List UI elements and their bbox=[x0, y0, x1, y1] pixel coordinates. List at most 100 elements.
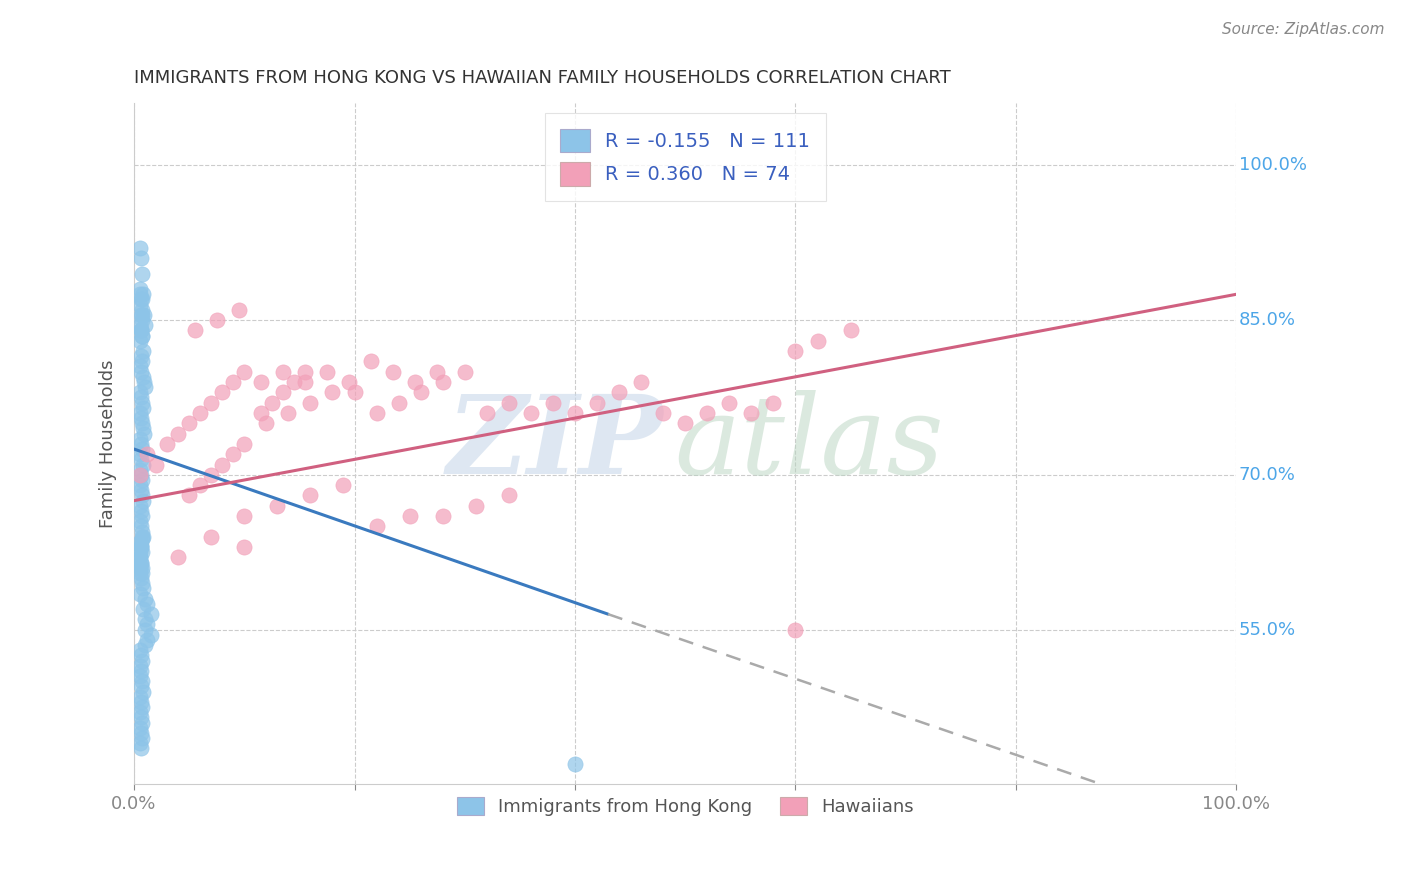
Point bbox=[498, 488, 520, 502]
Point bbox=[129, 452, 152, 467]
Point bbox=[132, 421, 155, 435]
Point bbox=[299, 395, 322, 409]
Point bbox=[129, 726, 152, 740]
Point bbox=[128, 514, 150, 528]
Point bbox=[132, 426, 155, 441]
Point bbox=[129, 323, 152, 337]
Point bbox=[132, 493, 155, 508]
Point bbox=[131, 395, 153, 409]
Point bbox=[128, 535, 150, 549]
Point bbox=[129, 308, 152, 322]
Point bbox=[131, 731, 153, 745]
Text: ZIP: ZIP bbox=[447, 390, 664, 498]
Point bbox=[129, 365, 152, 379]
Point bbox=[128, 318, 150, 333]
Point bbox=[128, 282, 150, 296]
Point bbox=[321, 385, 343, 400]
Point bbox=[404, 375, 426, 389]
Point bbox=[156, 437, 179, 451]
Point bbox=[222, 375, 245, 389]
Point bbox=[129, 504, 152, 518]
Point bbox=[129, 648, 152, 663]
Point bbox=[128, 447, 150, 461]
Point bbox=[129, 540, 152, 554]
Point bbox=[564, 406, 586, 420]
Point bbox=[128, 558, 150, 573]
Point bbox=[294, 375, 316, 389]
Point bbox=[283, 375, 305, 389]
Point bbox=[129, 710, 152, 724]
Point bbox=[129, 538, 152, 552]
Point bbox=[134, 318, 156, 333]
Point bbox=[167, 426, 190, 441]
Y-axis label: Family Households: Family Households bbox=[100, 359, 117, 528]
Point bbox=[134, 591, 156, 606]
Point bbox=[564, 756, 586, 771]
Point bbox=[211, 458, 233, 472]
Point bbox=[131, 473, 153, 487]
Point bbox=[179, 416, 201, 430]
Point bbox=[131, 293, 153, 307]
Point bbox=[266, 499, 288, 513]
Point bbox=[129, 411, 152, 425]
Point bbox=[762, 395, 785, 409]
Point bbox=[131, 267, 153, 281]
Point bbox=[132, 684, 155, 698]
Point bbox=[128, 669, 150, 683]
Point bbox=[586, 395, 609, 409]
Point bbox=[128, 705, 150, 719]
Point bbox=[673, 416, 696, 430]
Point bbox=[131, 576, 153, 591]
Point bbox=[129, 741, 152, 756]
Point bbox=[129, 323, 152, 337]
Point bbox=[131, 700, 153, 714]
Point bbox=[128, 297, 150, 311]
Point bbox=[131, 524, 153, 539]
Point bbox=[131, 509, 153, 524]
Point bbox=[740, 406, 762, 420]
Point bbox=[131, 674, 153, 689]
Point bbox=[128, 287, 150, 301]
Point bbox=[131, 654, 153, 668]
Point bbox=[454, 365, 477, 379]
Point bbox=[129, 437, 152, 451]
Point bbox=[128, 550, 150, 565]
Point bbox=[134, 612, 156, 626]
Point bbox=[409, 385, 432, 400]
Point bbox=[131, 416, 153, 430]
Point bbox=[132, 602, 155, 616]
Point bbox=[718, 395, 741, 409]
Point bbox=[131, 566, 153, 580]
Point bbox=[129, 695, 152, 709]
Point bbox=[228, 302, 250, 317]
Point bbox=[128, 432, 150, 446]
Point bbox=[260, 395, 283, 409]
Text: 100.0%: 100.0% bbox=[1239, 156, 1306, 174]
Point bbox=[337, 375, 360, 389]
Point bbox=[131, 313, 153, 327]
Point bbox=[128, 658, 150, 673]
Text: 55.0%: 55.0% bbox=[1239, 621, 1296, 639]
Point bbox=[200, 395, 222, 409]
Point bbox=[129, 391, 152, 405]
Point bbox=[398, 509, 420, 524]
Point bbox=[806, 334, 828, 348]
Point bbox=[366, 519, 388, 533]
Point bbox=[271, 365, 294, 379]
Point bbox=[131, 488, 153, 502]
Point bbox=[145, 458, 167, 472]
Point bbox=[128, 241, 150, 255]
Point bbox=[233, 509, 256, 524]
Point bbox=[131, 530, 153, 544]
Point bbox=[129, 467, 152, 482]
Point bbox=[254, 416, 277, 430]
Point bbox=[128, 406, 150, 420]
Point bbox=[128, 690, 150, 704]
Point bbox=[132, 582, 155, 596]
Point bbox=[129, 251, 152, 265]
Point bbox=[131, 715, 153, 730]
Point bbox=[696, 406, 718, 420]
Point bbox=[136, 617, 159, 632]
Point bbox=[128, 566, 150, 580]
Point bbox=[316, 365, 339, 379]
